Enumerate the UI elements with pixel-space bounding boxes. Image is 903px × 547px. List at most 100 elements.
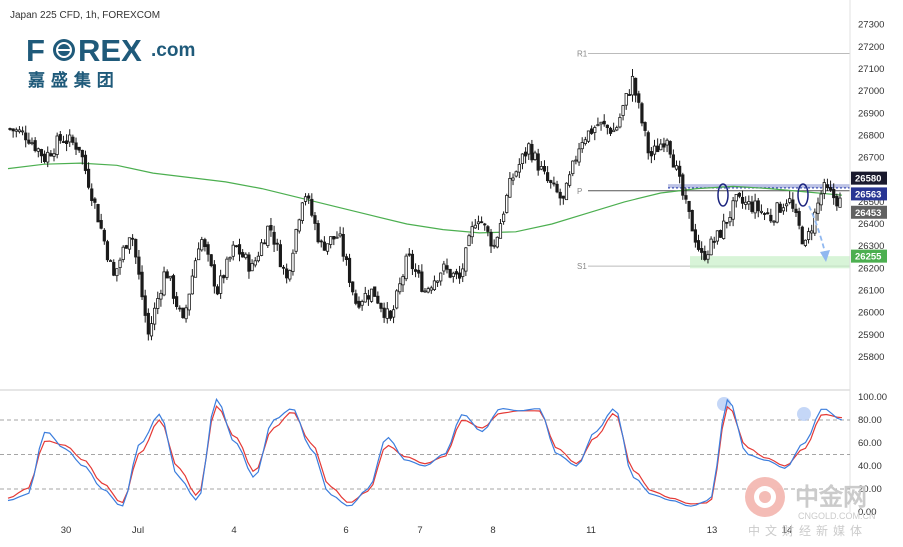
candle-body (140, 271, 144, 298)
candle-body (86, 168, 91, 188)
candle-body (237, 244, 242, 255)
candle-body (564, 182, 569, 201)
candle-body (329, 236, 333, 245)
candle-body (668, 141, 672, 155)
candle-body (473, 224, 477, 229)
candle-body (740, 196, 745, 204)
candle-body (646, 132, 650, 154)
candle-body (832, 188, 836, 199)
candle-body (46, 151, 50, 163)
candle-body (750, 201, 754, 212)
candle-body (583, 139, 587, 144)
candle-body (630, 75, 635, 96)
moving-average-line (7, 162, 843, 234)
candle-body (656, 145, 660, 153)
candle-body (112, 262, 116, 276)
candle-body (605, 124, 609, 129)
candle-body (278, 244, 282, 268)
stochastic-d-line (7, 405, 843, 505)
candle-body (83, 154, 88, 171)
price-tag-bg (851, 249, 887, 263)
pivot-label: S1 (577, 262, 587, 271)
candle-body (501, 213, 506, 223)
candle-body (706, 254, 710, 260)
candle-body (527, 143, 531, 155)
candle-body (674, 165, 679, 170)
candle-body (244, 253, 248, 259)
candle-body (696, 240, 701, 250)
candle-body (8, 128, 12, 130)
candle-body (14, 129, 18, 132)
candle-body (467, 235, 471, 247)
candle-body (470, 226, 474, 238)
candle-body (143, 295, 147, 316)
candle-body (30, 142, 34, 145)
candle-body (401, 276, 405, 286)
price-tick-label: 26400 (858, 219, 884, 230)
time-tick-label: 6 (343, 525, 348, 536)
candle-body (627, 94, 631, 96)
stochastic-axis-ticks: 100.00 80.00 60.00 40.00 20.00 0.00 (858, 392, 887, 518)
candle-body (439, 272, 443, 282)
candle-body (715, 230, 719, 242)
candle-body (294, 229, 298, 252)
candles (8, 68, 842, 341)
candle-body (178, 307, 182, 310)
candle-body (571, 160, 575, 175)
price-tick-label: 25900 (858, 330, 884, 341)
candle-body (341, 234, 345, 257)
cngold-watermark: 中金网 CNGOLD.COM.CN 中文财经新媒体 (745, 477, 876, 538)
candle-body (281, 266, 286, 269)
target-zone (690, 256, 850, 269)
candle-body (448, 268, 452, 278)
candle-body (250, 263, 254, 272)
candle-body (272, 231, 276, 245)
candle-body (737, 192, 741, 197)
candle-body (203, 239, 207, 247)
candle-body (451, 272, 455, 277)
candle-body (159, 292, 163, 300)
candle-body (445, 265, 449, 270)
candle-body (316, 223, 320, 243)
watermark-url: CNGOLD.COM.CN (798, 511, 876, 521)
candle-body (124, 245, 128, 249)
candle-body (759, 210, 764, 213)
candle-body (11, 128, 15, 132)
candle-body (568, 174, 572, 186)
candle-body (803, 239, 808, 246)
candle-body (784, 203, 789, 207)
candle-body (228, 256, 232, 260)
time-tick-label: 30 (61, 525, 72, 536)
candle-body (599, 121, 603, 125)
candle-body (520, 153, 525, 164)
candle-body (413, 269, 418, 272)
price-tags[interactable]: 26580 26563 26453 26255 (851, 171, 887, 263)
candle-body (671, 154, 675, 168)
candle-body (184, 307, 188, 320)
candle-body (310, 198, 314, 216)
candle-body (93, 198, 97, 203)
candle-body (734, 194, 738, 202)
candle-body (590, 128, 594, 134)
candle-body (407, 253, 411, 256)
price-tag-bg (851, 171, 887, 185)
candle-body (382, 307, 386, 318)
candle-body (429, 287, 433, 291)
candle-body (479, 221, 484, 224)
candle-body (684, 195, 688, 200)
time-tick-label: 7 (417, 525, 422, 536)
candle-body (489, 231, 493, 247)
candle-body (288, 270, 292, 280)
candle-body (546, 172, 550, 182)
candle-body (822, 182, 826, 194)
candle-body (156, 298, 160, 309)
candle-body (131, 237, 135, 240)
candle-body (608, 127, 613, 134)
candle-body (134, 238, 138, 258)
candle-body (498, 223, 503, 239)
candle-body (819, 193, 823, 206)
candle-body (624, 93, 628, 106)
stochastic-k-line (7, 397, 843, 507)
stoch-peak-highlight-2 (797, 407, 811, 421)
candle-body (347, 257, 352, 283)
